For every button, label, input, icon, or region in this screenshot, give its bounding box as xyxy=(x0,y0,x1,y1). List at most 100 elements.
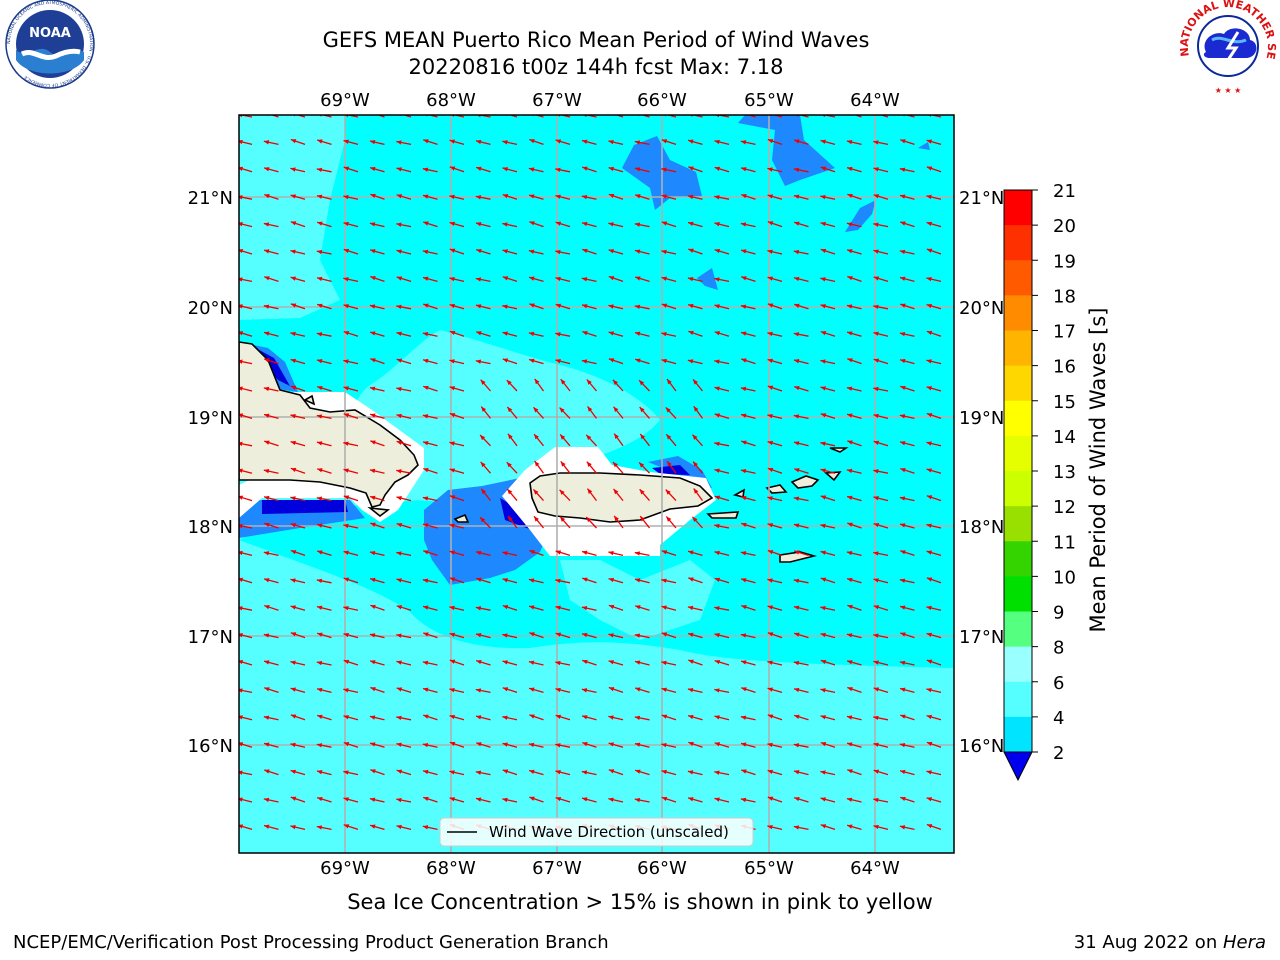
arrow-head xyxy=(767,714,774,719)
wind-wave-arrow xyxy=(634,222,650,228)
arrow-head xyxy=(586,461,592,467)
wind-wave-arrows xyxy=(239,115,942,831)
wind-wave-arrow xyxy=(290,714,306,721)
wind-wave-arrow xyxy=(370,358,385,365)
wind-wave-arrow xyxy=(793,332,809,337)
arrow-head xyxy=(926,577,933,582)
wind-wave-arrow xyxy=(529,303,544,310)
wind-wave-arrow xyxy=(423,139,438,146)
arrow-head xyxy=(534,434,539,440)
arrow-head xyxy=(290,578,296,583)
wind-wave-arrow xyxy=(820,468,836,474)
wind-wave-arrow xyxy=(634,797,650,803)
wind-wave-arrow xyxy=(369,633,385,639)
arrow-head xyxy=(740,386,747,392)
arrow-head xyxy=(502,797,508,803)
wind-wave-arrow xyxy=(846,140,862,146)
wind-wave-arrow xyxy=(449,221,465,228)
arrow-head xyxy=(529,221,535,226)
arrow-head xyxy=(661,632,668,637)
colorbar-tick-label: 11 xyxy=(1053,532,1076,553)
arrow-head xyxy=(480,517,486,523)
wind-wave-arrow xyxy=(506,461,518,474)
arrow-head xyxy=(608,633,614,638)
arrow-head xyxy=(559,489,565,495)
arrow-head xyxy=(639,407,645,413)
arrow-head xyxy=(449,386,455,391)
wind-wave-arrow xyxy=(343,659,359,666)
arrow-head xyxy=(507,516,513,522)
wind-wave-arrow xyxy=(714,688,730,694)
arrow-head xyxy=(264,249,270,254)
arrow-head xyxy=(608,166,614,172)
arrow-head xyxy=(612,379,618,386)
wind-wave-arrow xyxy=(343,277,359,283)
arrow-head xyxy=(926,441,932,446)
arrow-head xyxy=(263,797,270,803)
arrow-head xyxy=(873,522,880,528)
wind-wave-arrow xyxy=(899,276,915,283)
arrow-head xyxy=(476,742,482,747)
arrow-head xyxy=(794,303,800,308)
wind-wave-arrow xyxy=(820,797,836,803)
wind-wave-arrow xyxy=(423,221,438,228)
wind-wave-arrow xyxy=(613,433,624,447)
arrow-head xyxy=(239,386,243,391)
arrow-head xyxy=(507,433,513,440)
wind-wave-arrow xyxy=(559,407,571,419)
wind-wave-arrow xyxy=(926,495,942,502)
arrow-head xyxy=(741,194,747,199)
arrow-head xyxy=(396,496,402,501)
arrow-head xyxy=(741,605,747,610)
wind-wave-arrow xyxy=(873,386,889,392)
arrow-head xyxy=(582,166,588,171)
arrow-head xyxy=(423,605,429,610)
arrow-head xyxy=(502,660,508,665)
arrow-head xyxy=(794,221,800,226)
arrow-head xyxy=(369,797,376,802)
wind-wave-arrow xyxy=(239,577,253,584)
arrow-head xyxy=(873,797,879,803)
wind-wave-arrow xyxy=(661,550,677,557)
arrow-head xyxy=(534,516,539,522)
arrow-head xyxy=(316,825,323,830)
wind-wave-arrow xyxy=(239,824,253,831)
wind-wave-arrow xyxy=(926,330,942,337)
arrow-head xyxy=(502,742,508,747)
wind-wave-arrow xyxy=(634,249,650,255)
wind-wave-arrow xyxy=(846,797,862,803)
arrow-head xyxy=(317,385,323,391)
arrow-head xyxy=(396,249,402,254)
arrow-head xyxy=(449,303,455,309)
wind-wave-arrow xyxy=(714,523,730,529)
wind-wave-arrow xyxy=(396,386,412,392)
map-frame xyxy=(238,114,955,854)
arrow-head xyxy=(926,139,932,144)
arrow-head xyxy=(714,523,720,529)
footer-host: Hera xyxy=(1222,932,1266,953)
wind-wave-arrow xyxy=(422,414,438,420)
wind-wave-arrow xyxy=(793,139,809,146)
arrow-head xyxy=(820,248,827,254)
arrow-head xyxy=(475,550,482,556)
arrow-head xyxy=(688,797,694,802)
arrow-head xyxy=(634,797,641,803)
wind-wave-arrow xyxy=(555,714,571,721)
arrow-head xyxy=(290,303,297,308)
wind-wave-arrow xyxy=(507,433,518,447)
arrow-head xyxy=(423,194,429,199)
arrow-head xyxy=(640,516,646,522)
wind-wave-arrow xyxy=(793,359,809,365)
wind-wave-arrow xyxy=(793,523,809,529)
arrow-head xyxy=(290,414,296,419)
wind-wave-arrow xyxy=(820,824,836,831)
lon-tick-label: 69°W xyxy=(320,90,370,111)
wind-wave-arrow xyxy=(820,413,836,420)
arrow-head xyxy=(528,167,535,172)
wind-wave-arrow xyxy=(687,714,703,721)
wind-wave-arrow xyxy=(820,605,836,611)
wind-wave-arrow xyxy=(559,489,571,502)
wind-wave-arrow xyxy=(529,138,544,146)
wind-wave-arrow xyxy=(316,441,332,447)
arrow-head xyxy=(793,770,800,775)
